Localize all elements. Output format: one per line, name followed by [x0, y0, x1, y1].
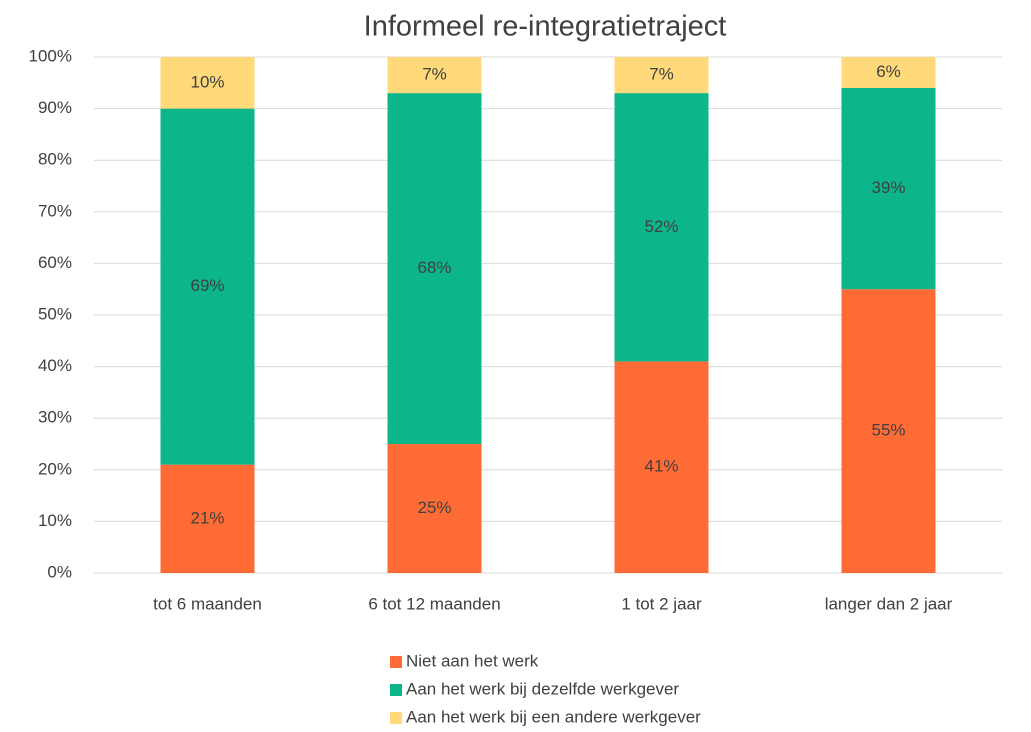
bar-segment [841, 87, 936, 290]
bar-segment [160, 464, 255, 573]
data-label: 10% [190, 72, 224, 91]
legend-swatch [390, 684, 402, 696]
y-tick-label: 80% [38, 150, 72, 169]
data-label: 6% [876, 62, 901, 81]
data-label: 21% [190, 508, 224, 527]
data-label: 25% [417, 498, 451, 517]
data-label: 52% [644, 217, 678, 236]
y-tick-label: 0% [47, 562, 72, 581]
y-tick-label: 10% [38, 511, 72, 530]
bar-segment [614, 361, 709, 573]
x-tick-label: langer dan 2 jaar [825, 594, 953, 613]
bar-segment [387, 444, 482, 573]
chart-title: Informeel re-integratietraject [364, 11, 727, 43]
bar-segment [160, 57, 255, 109]
legend-label: Niet aan het werk [406, 651, 539, 670]
data-label: 7% [422, 65, 447, 84]
bar-segment [841, 57, 936, 88]
data-label: 39% [871, 178, 905, 197]
y-tick-label: 50% [38, 304, 72, 323]
legend-swatch [390, 712, 402, 724]
data-label: 68% [417, 258, 451, 277]
y-tick-label: 100% [29, 46, 72, 65]
legend-label: Aan het werk bij dezelfde werkgever [406, 679, 679, 698]
data-label: 69% [190, 276, 224, 295]
data-label: 7% [649, 65, 674, 84]
legend-swatch [390, 656, 402, 668]
y-tick-label: 20% [38, 459, 72, 478]
bar-segment [387, 93, 482, 445]
bar-segment [387, 57, 482, 94]
data-label: 41% [644, 457, 678, 476]
x-tick-label: 1 tot 2 jaar [621, 594, 702, 613]
bar-segment [160, 108, 255, 465]
x-tick-label: tot 6 maanden [153, 594, 262, 613]
legend-label: Aan het werk bij een andere werkgever [406, 707, 701, 726]
x-tick-label: 6 tot 12 maanden [368, 594, 500, 613]
y-tick-label: 30% [38, 408, 72, 427]
data-label: 55% [871, 421, 905, 440]
y-tick-label: 70% [38, 201, 72, 220]
y-tick-label: 40% [38, 356, 72, 375]
y-tick-label: 60% [38, 253, 72, 272]
y-tick-label: 90% [38, 98, 72, 117]
bar-segment [614, 57, 709, 94]
bar-segment [614, 93, 709, 362]
bar-segment [841, 289, 936, 573]
